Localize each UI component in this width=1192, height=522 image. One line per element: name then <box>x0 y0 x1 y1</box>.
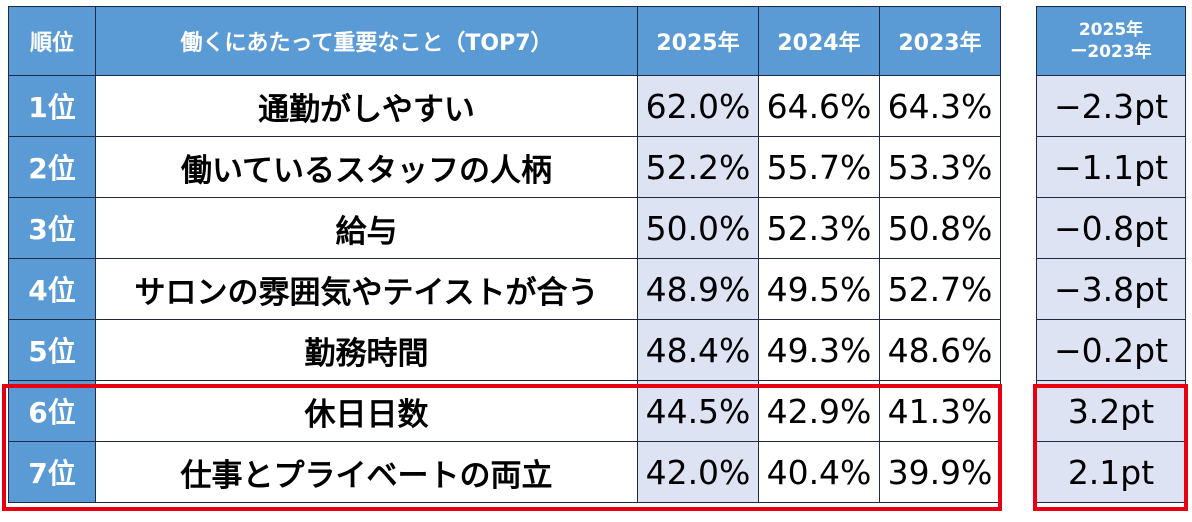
value-2024-cell: 55.7% <box>758 136 880 198</box>
table-row: −1.1pt <box>1036 136 1186 198</box>
value-2023-cell: 50.8% <box>879 197 1001 259</box>
item-cell: サロンの雰囲気やテイストが合う <box>95 258 638 320</box>
rank-cell: 7位 <box>8 441 96 503</box>
header-row: 2025年 ー2023年 <box>1036 6 1186 76</box>
value-2023-cell: 39.9% <box>879 441 1001 503</box>
value-2023-cell: 41.3% <box>879 380 1001 442</box>
difference-cell: −1.1pt <box>1036 136 1186 198</box>
year-2023-header: 2023年 <box>879 6 1001 76</box>
header-row: 順位 働くにあたって重要なこと（TOP7） 2025年 2024年 2023年 <box>8 6 1001 76</box>
rank-cell: 6位 <box>8 380 96 442</box>
difference-cell: 2.1pt <box>1036 441 1186 503</box>
value-2023-cell: 52.7% <box>879 258 1001 320</box>
ranking-table: 順位 働くにあたって重要なこと（TOP7） 2025年 2024年 2023年 … <box>8 6 1001 503</box>
value-2023-cell: 53.3% <box>879 136 1001 198</box>
difference-cell: −2.3pt <box>1036 75 1186 137</box>
rank-header: 順位 <box>8 6 96 76</box>
table-row: 1位 通勤がしやすい 62.0% 64.6% 64.3% <box>8 75 1001 137</box>
item-cell: 仕事とプライベートの両立 <box>95 441 638 503</box>
table-row: 3.2pt <box>1036 380 1186 442</box>
table-row: 5位 勤務時間 48.4% 49.3% 48.6% <box>8 319 1001 381</box>
table-row: 2.1pt <box>1036 441 1186 503</box>
table-row: −0.2pt <box>1036 319 1186 381</box>
difference-cell: 3.2pt <box>1036 380 1186 442</box>
rank-cell: 1位 <box>8 75 96 137</box>
item-cell: 勤務時間 <box>95 319 638 381</box>
item-header: 働くにあたって重要なこと（TOP7） <box>95 6 638 76</box>
value-2024-cell: 49.3% <box>758 319 880 381</box>
value-2024-cell: 52.3% <box>758 197 880 259</box>
difference-header-line2: ー2023年 <box>1070 42 1152 62</box>
rank-cell: 4位 <box>8 258 96 320</box>
value-2024-cell: 40.4% <box>758 441 880 503</box>
value-2025-cell: 42.0% <box>637 441 759 503</box>
rank-cell: 5位 <box>8 319 96 381</box>
difference-cell: −0.2pt <box>1036 319 1186 381</box>
value-2023-cell: 48.6% <box>879 319 1001 381</box>
difference-cell: −3.8pt <box>1036 258 1186 320</box>
difference-table: 2025年 ー2023年 −2.3pt −1.1pt −0.8pt −3.8pt… <box>1036 6 1186 503</box>
value-2025-cell: 48.4% <box>637 319 759 381</box>
year-2024-header: 2024年 <box>758 6 880 76</box>
value-2025-cell: 50.0% <box>637 197 759 259</box>
rank-cell: 2位 <box>8 136 96 198</box>
value-2025-cell: 52.2% <box>637 136 759 198</box>
difference-header: 2025年 ー2023年 <box>1036 6 1186 76</box>
difference-cell: −0.8pt <box>1036 197 1186 259</box>
table-row: −3.8pt <box>1036 258 1186 320</box>
value-2025-cell: 48.9% <box>637 258 759 320</box>
table-row: 6位 休日日数 44.5% 42.9% 41.3% <box>8 380 1001 442</box>
table-row: 3位 給与 50.0% 52.3% 50.8% <box>8 197 1001 259</box>
value-2024-cell: 64.6% <box>758 75 880 137</box>
value-2024-cell: 42.9% <box>758 380 880 442</box>
value-2025-cell: 62.0% <box>637 75 759 137</box>
highlight-box-main <box>2 384 1002 511</box>
year-2025-header: 2025年 <box>637 6 759 76</box>
table-row: 4位 サロンの雰囲気やテイストが合う 48.9% 49.5% 52.7% <box>8 258 1001 320</box>
value-2023-cell: 64.3% <box>879 75 1001 137</box>
highlight-box-difference <box>1033 384 1188 511</box>
table-row: 7位 仕事とプライベートの両立 42.0% 40.4% 39.9% <box>8 441 1001 503</box>
item-cell: 働いているスタッフの人柄 <box>95 136 638 198</box>
rank-cell: 3位 <box>8 197 96 259</box>
item-cell: 給与 <box>95 197 638 259</box>
value-2024-cell: 49.5% <box>758 258 880 320</box>
item-cell: 通勤がしやすい <box>95 75 638 137</box>
table-row: 2位 働いているスタッフの人柄 52.2% 55.7% 53.3% <box>8 136 1001 198</box>
value-2025-cell: 44.5% <box>637 380 759 442</box>
table-row: −0.8pt <box>1036 197 1186 259</box>
difference-header-line1: 2025年 <box>1078 20 1144 40</box>
item-cell: 休日日数 <box>95 380 638 442</box>
table-row: −2.3pt <box>1036 75 1186 137</box>
